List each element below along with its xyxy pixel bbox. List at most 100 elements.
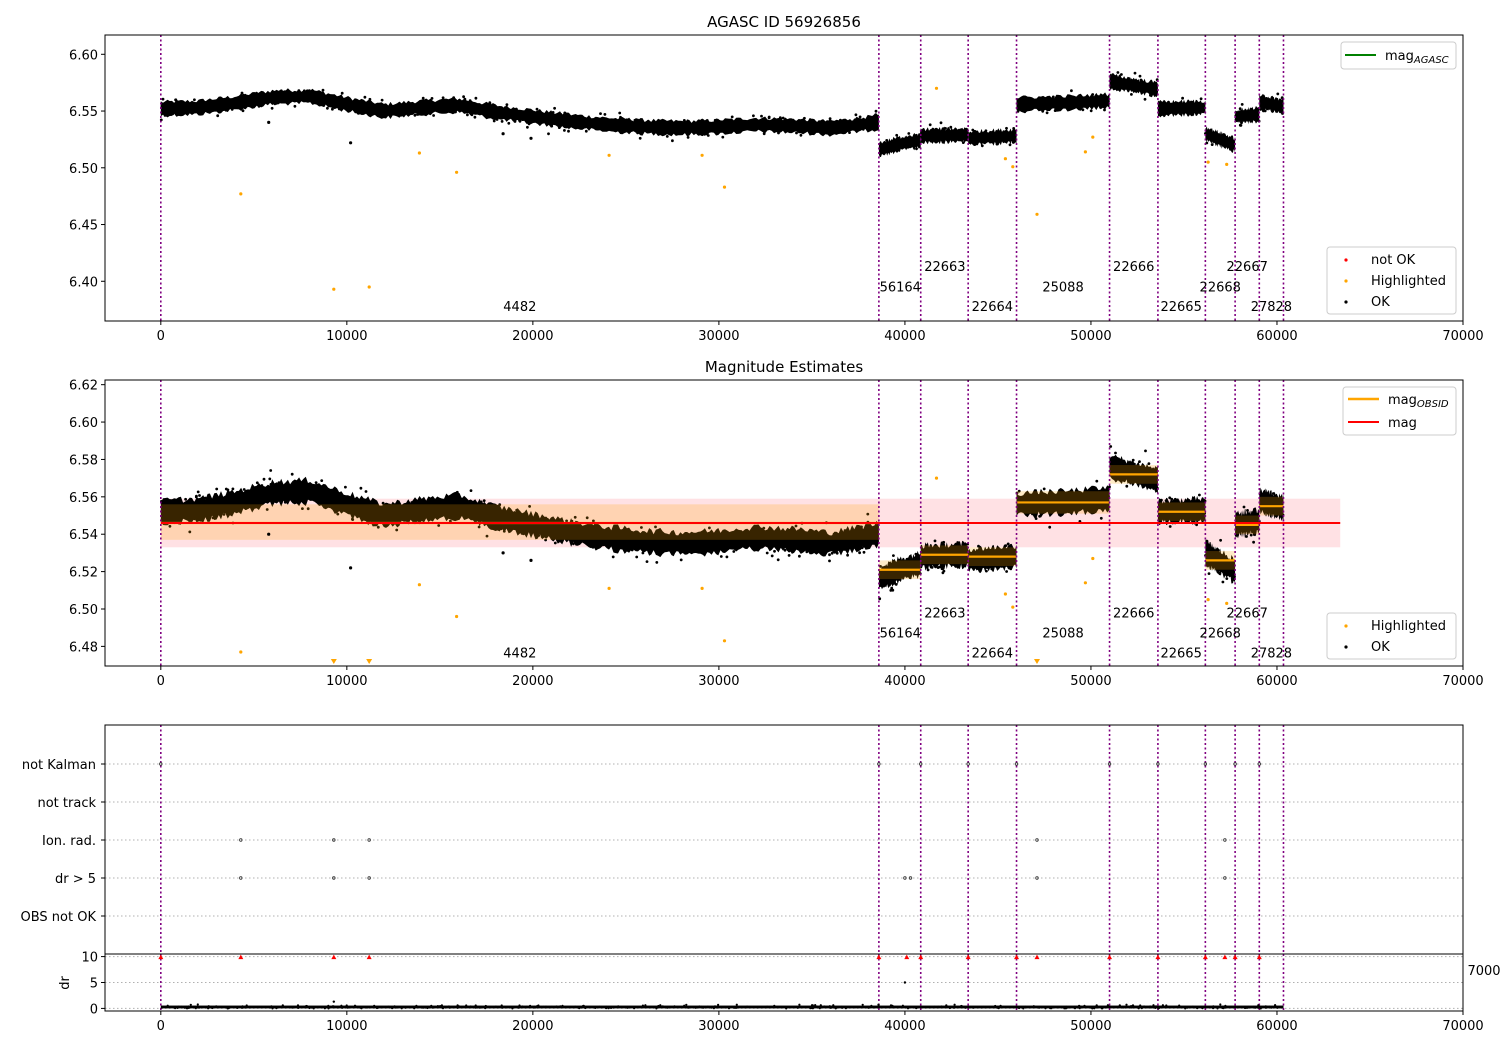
flag-point (159, 762, 163, 766)
ok-point (228, 511, 231, 514)
ok-point (1089, 109, 1093, 113)
ok-point (896, 139, 899, 143)
ok-point (390, 517, 393, 521)
ok-point (842, 542, 845, 546)
ok-point (433, 514, 437, 518)
x-tick-label: 70000 (1442, 674, 1483, 689)
ok-point (1265, 97, 1268, 100)
ok-point (508, 114, 511, 118)
ok-point (862, 544, 866, 548)
highlighted-point (455, 614, 459, 619)
ok-point (945, 550, 949, 554)
ok-point (684, 534, 687, 538)
ok-point (1021, 499, 1025, 502)
ok-point (838, 123, 841, 127)
ok-point (700, 118, 704, 122)
ok-point (1103, 108, 1106, 112)
dr-ok-point (518, 1004, 521, 1007)
ok-point (413, 511, 416, 515)
ok-point (368, 500, 372, 504)
ok-point (1181, 106, 1185, 110)
ok-point (1063, 105, 1067, 109)
ok-point (477, 525, 481, 529)
ok-point (701, 540, 705, 544)
ok-point (848, 119, 852, 122)
ok-point (328, 499, 332, 503)
ok-point (445, 516, 449, 520)
ok-point (882, 566, 885, 569)
dr-ok-point (1136, 1006, 1139, 1009)
x-tick-label: 40000 (884, 674, 925, 689)
x-tick-label: 60000 (1256, 329, 1297, 344)
dr-ok-point (666, 1006, 669, 1009)
ok-point (749, 126, 753, 130)
obsid-label: 22664 (972, 300, 1013, 315)
obsid-label: 4482 (503, 647, 536, 662)
dr-ok-point (818, 1007, 821, 1010)
flag-point (332, 876, 336, 880)
ok-point (317, 95, 321, 98)
ok-point (1017, 489, 1021, 493)
x-tick-label: 30000 (698, 329, 739, 344)
ok-point (700, 131, 703, 135)
dr-ok-point (359, 1006, 362, 1009)
ok-point (1178, 506, 1181, 510)
ok-point (915, 572, 918, 576)
ok-point (975, 131, 979, 134)
ok-point (1000, 565, 1004, 568)
ok-point (215, 487, 219, 491)
ok-point (762, 132, 766, 136)
ok-point (839, 126, 842, 130)
ok-point (1119, 464, 1123, 468)
highlighted-point (239, 192, 243, 196)
ok-point (367, 515, 371, 519)
dr-ok-point (997, 1007, 1000, 1010)
ok-point (275, 497, 278, 500)
ok-point (817, 120, 821, 124)
ok-point (866, 512, 870, 516)
ok-point (655, 125, 659, 129)
dr-ok-point (598, 1005, 601, 1008)
ok-point (467, 104, 471, 108)
ok-point (1103, 493, 1107, 497)
ok-point (428, 504, 431, 508)
ok-point (180, 504, 184, 508)
ok-point (718, 119, 721, 123)
dr-ok-point (420, 1006, 423, 1009)
dr-ok-point (180, 1005, 183, 1008)
observation-boundaries (160, 954, 1285, 1011)
ok-point (765, 121, 768, 125)
ok-point (341, 504, 345, 508)
ok-point (704, 131, 707, 134)
ok-point (1008, 547, 1012, 551)
ok-point (556, 119, 560, 122)
ok-point (844, 538, 848, 542)
ok-point (851, 536, 855, 539)
ok-point (363, 95, 367, 99)
ok-point (994, 135, 998, 139)
dr-ok-point (1093, 1007, 1096, 1010)
ok-point (853, 123, 856, 127)
ok-point (930, 566, 934, 569)
ok-point (1096, 95, 1100, 98)
dr-axis-label: dr (58, 976, 73, 990)
ok-point (196, 515, 200, 519)
ok-point (175, 504, 179, 508)
ok-point (779, 129, 782, 132)
ok-point (879, 142, 882, 146)
ok-point (947, 130, 951, 134)
y-tick-label: 5 (90, 977, 98, 992)
dr-ok-point (248, 1006, 251, 1009)
ok-point (1048, 107, 1051, 111)
ok-point (1249, 533, 1253, 537)
ok-point (257, 98, 261, 102)
ok-point (277, 98, 281, 102)
obsid-label: 22664 (972, 647, 1013, 662)
ok-point (1030, 97, 1033, 101)
ok-point (974, 141, 978, 145)
dr-ok-point (1178, 1004, 1181, 1007)
obsid-label: 27828 (1251, 647, 1292, 662)
ok-point (1159, 499, 1162, 503)
dr-ok-point (1105, 1006, 1108, 1009)
ok-point (189, 109, 193, 113)
